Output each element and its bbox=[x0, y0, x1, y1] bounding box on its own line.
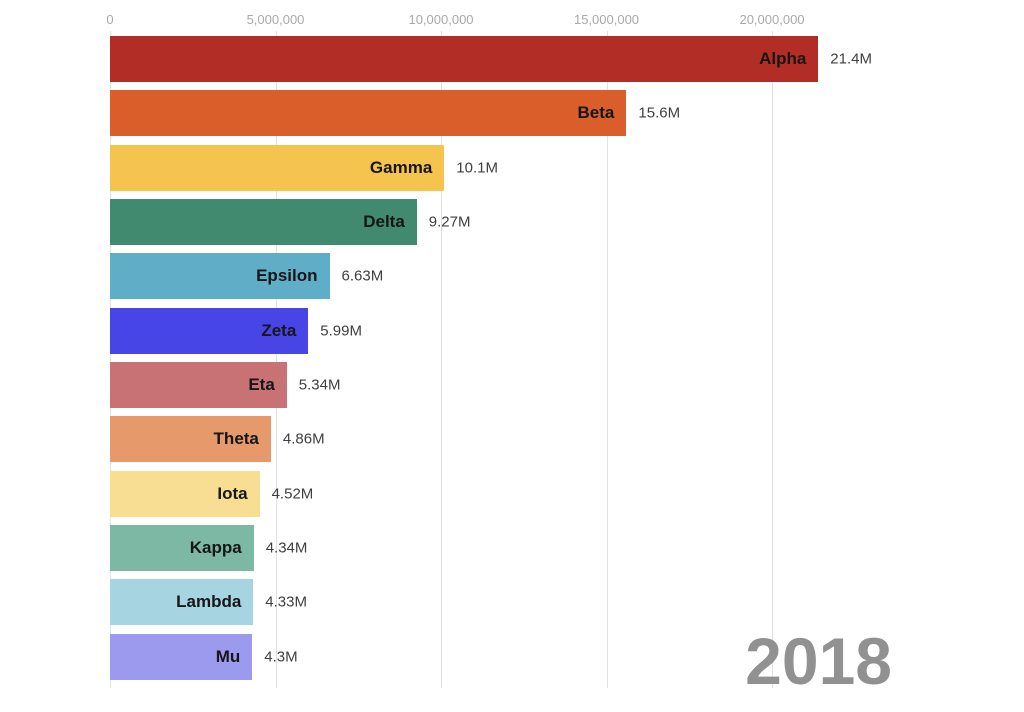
bar-row-epsilon: Epsilon 6.63M bbox=[110, 253, 450, 300]
axis-tick-label: 15,000,000 bbox=[573, 12, 640, 27]
bar-value-label: 6.63M bbox=[341, 267, 384, 285]
bar-alpha: Alpha bbox=[110, 36, 819, 82]
gridline bbox=[772, 31, 773, 688]
bar-row-theta: Theta 4.86M bbox=[110, 416, 391, 463]
bar-name-label: Zeta bbox=[261, 320, 297, 340]
gridline bbox=[110, 31, 111, 688]
bar-value-label: 4.3M bbox=[264, 648, 298, 666]
bar-value-label: 21.4M bbox=[830, 50, 872, 68]
bar-value-label: 9.27M bbox=[428, 213, 471, 231]
bar-row-iota: Iota 4.52M bbox=[110, 470, 380, 517]
bar-eta: Eta bbox=[110, 362, 287, 408]
bar-name-label: Delta bbox=[363, 212, 405, 231]
bar-name-label: Beta bbox=[577, 103, 615, 123]
bar-epsilon: Epsilon bbox=[110, 253, 330, 300]
bar-row-gamma: Gamma 10.1M bbox=[110, 144, 564, 191]
bar-name-label: Gamma bbox=[369, 157, 433, 177]
bar-value-label: 4.34M bbox=[265, 539, 308, 557]
bar-kappa: Kappa bbox=[110, 525, 254, 571]
gridline bbox=[441, 31, 442, 688]
axis-tick-label: 20,000,000 bbox=[739, 12, 805, 27]
year-label: 2018 bbox=[745, 624, 892, 698]
bar-row-lambda: Lambda 4.33M bbox=[110, 579, 373, 626]
axis-tick-label: 10,000,000 bbox=[408, 12, 474, 27]
bar-name-label: Alpha bbox=[759, 49, 807, 68]
bar-row-mu: Mu 4.3M bbox=[110, 633, 372, 680]
bar-theta: Theta bbox=[110, 416, 271, 463]
bar-mu: Mu bbox=[110, 633, 253, 680]
bar-row-beta: Beta 15.6M bbox=[110, 90, 746, 137]
bar-name-label: Iota bbox=[217, 483, 248, 503]
bar-row-delta: Delta 9.27M bbox=[110, 199, 537, 245]
bar-gamma: Gamma bbox=[110, 144, 445, 191]
bar-name-label: Mu bbox=[215, 646, 241, 666]
axis-tick-label: 0 bbox=[106, 12, 114, 27]
bar-value-label: 4.33M bbox=[265, 593, 307, 611]
gridline bbox=[275, 31, 277, 688]
bar-value-label: 5.99M bbox=[320, 322, 362, 340]
gridline bbox=[606, 31, 608, 688]
bar-row-kappa: Kappa 4.34M bbox=[110, 525, 374, 571]
bar-name-label: Epsilon bbox=[256, 266, 318, 286]
bar-row-eta: Eta 5.34M bbox=[110, 362, 407, 408]
bar-row-alpha: Alpha 21.4M bbox=[110, 36, 938, 82]
bar-name-label: Eta bbox=[248, 375, 275, 394]
bar-beta: Beta bbox=[110, 90, 627, 137]
bar-value-label: 4.52M bbox=[271, 485, 314, 503]
bar-name-label: Kappa bbox=[189, 538, 242, 557]
axis-tick-label: 5,000,000 bbox=[246, 12, 305, 27]
bar-value-label: 4.86M bbox=[282, 430, 325, 448]
bar-value-label: 5.34M bbox=[298, 376, 341, 394]
bar-zeta: Zeta bbox=[110, 307, 309, 354]
bar-iota: Iota bbox=[110, 470, 260, 517]
bar-row-zeta: Zeta 5.99M bbox=[110, 307, 428, 354]
bar-delta: Delta bbox=[110, 199, 417, 245]
bar-value-label: 15.6M bbox=[638, 104, 681, 122]
bar-value-label: 10.1M bbox=[456, 159, 498, 177]
bar-lambda: Lambda bbox=[110, 579, 254, 626]
bar-name-label: Theta bbox=[213, 429, 259, 449]
bar-name-label: Lambda bbox=[176, 592, 242, 612]
